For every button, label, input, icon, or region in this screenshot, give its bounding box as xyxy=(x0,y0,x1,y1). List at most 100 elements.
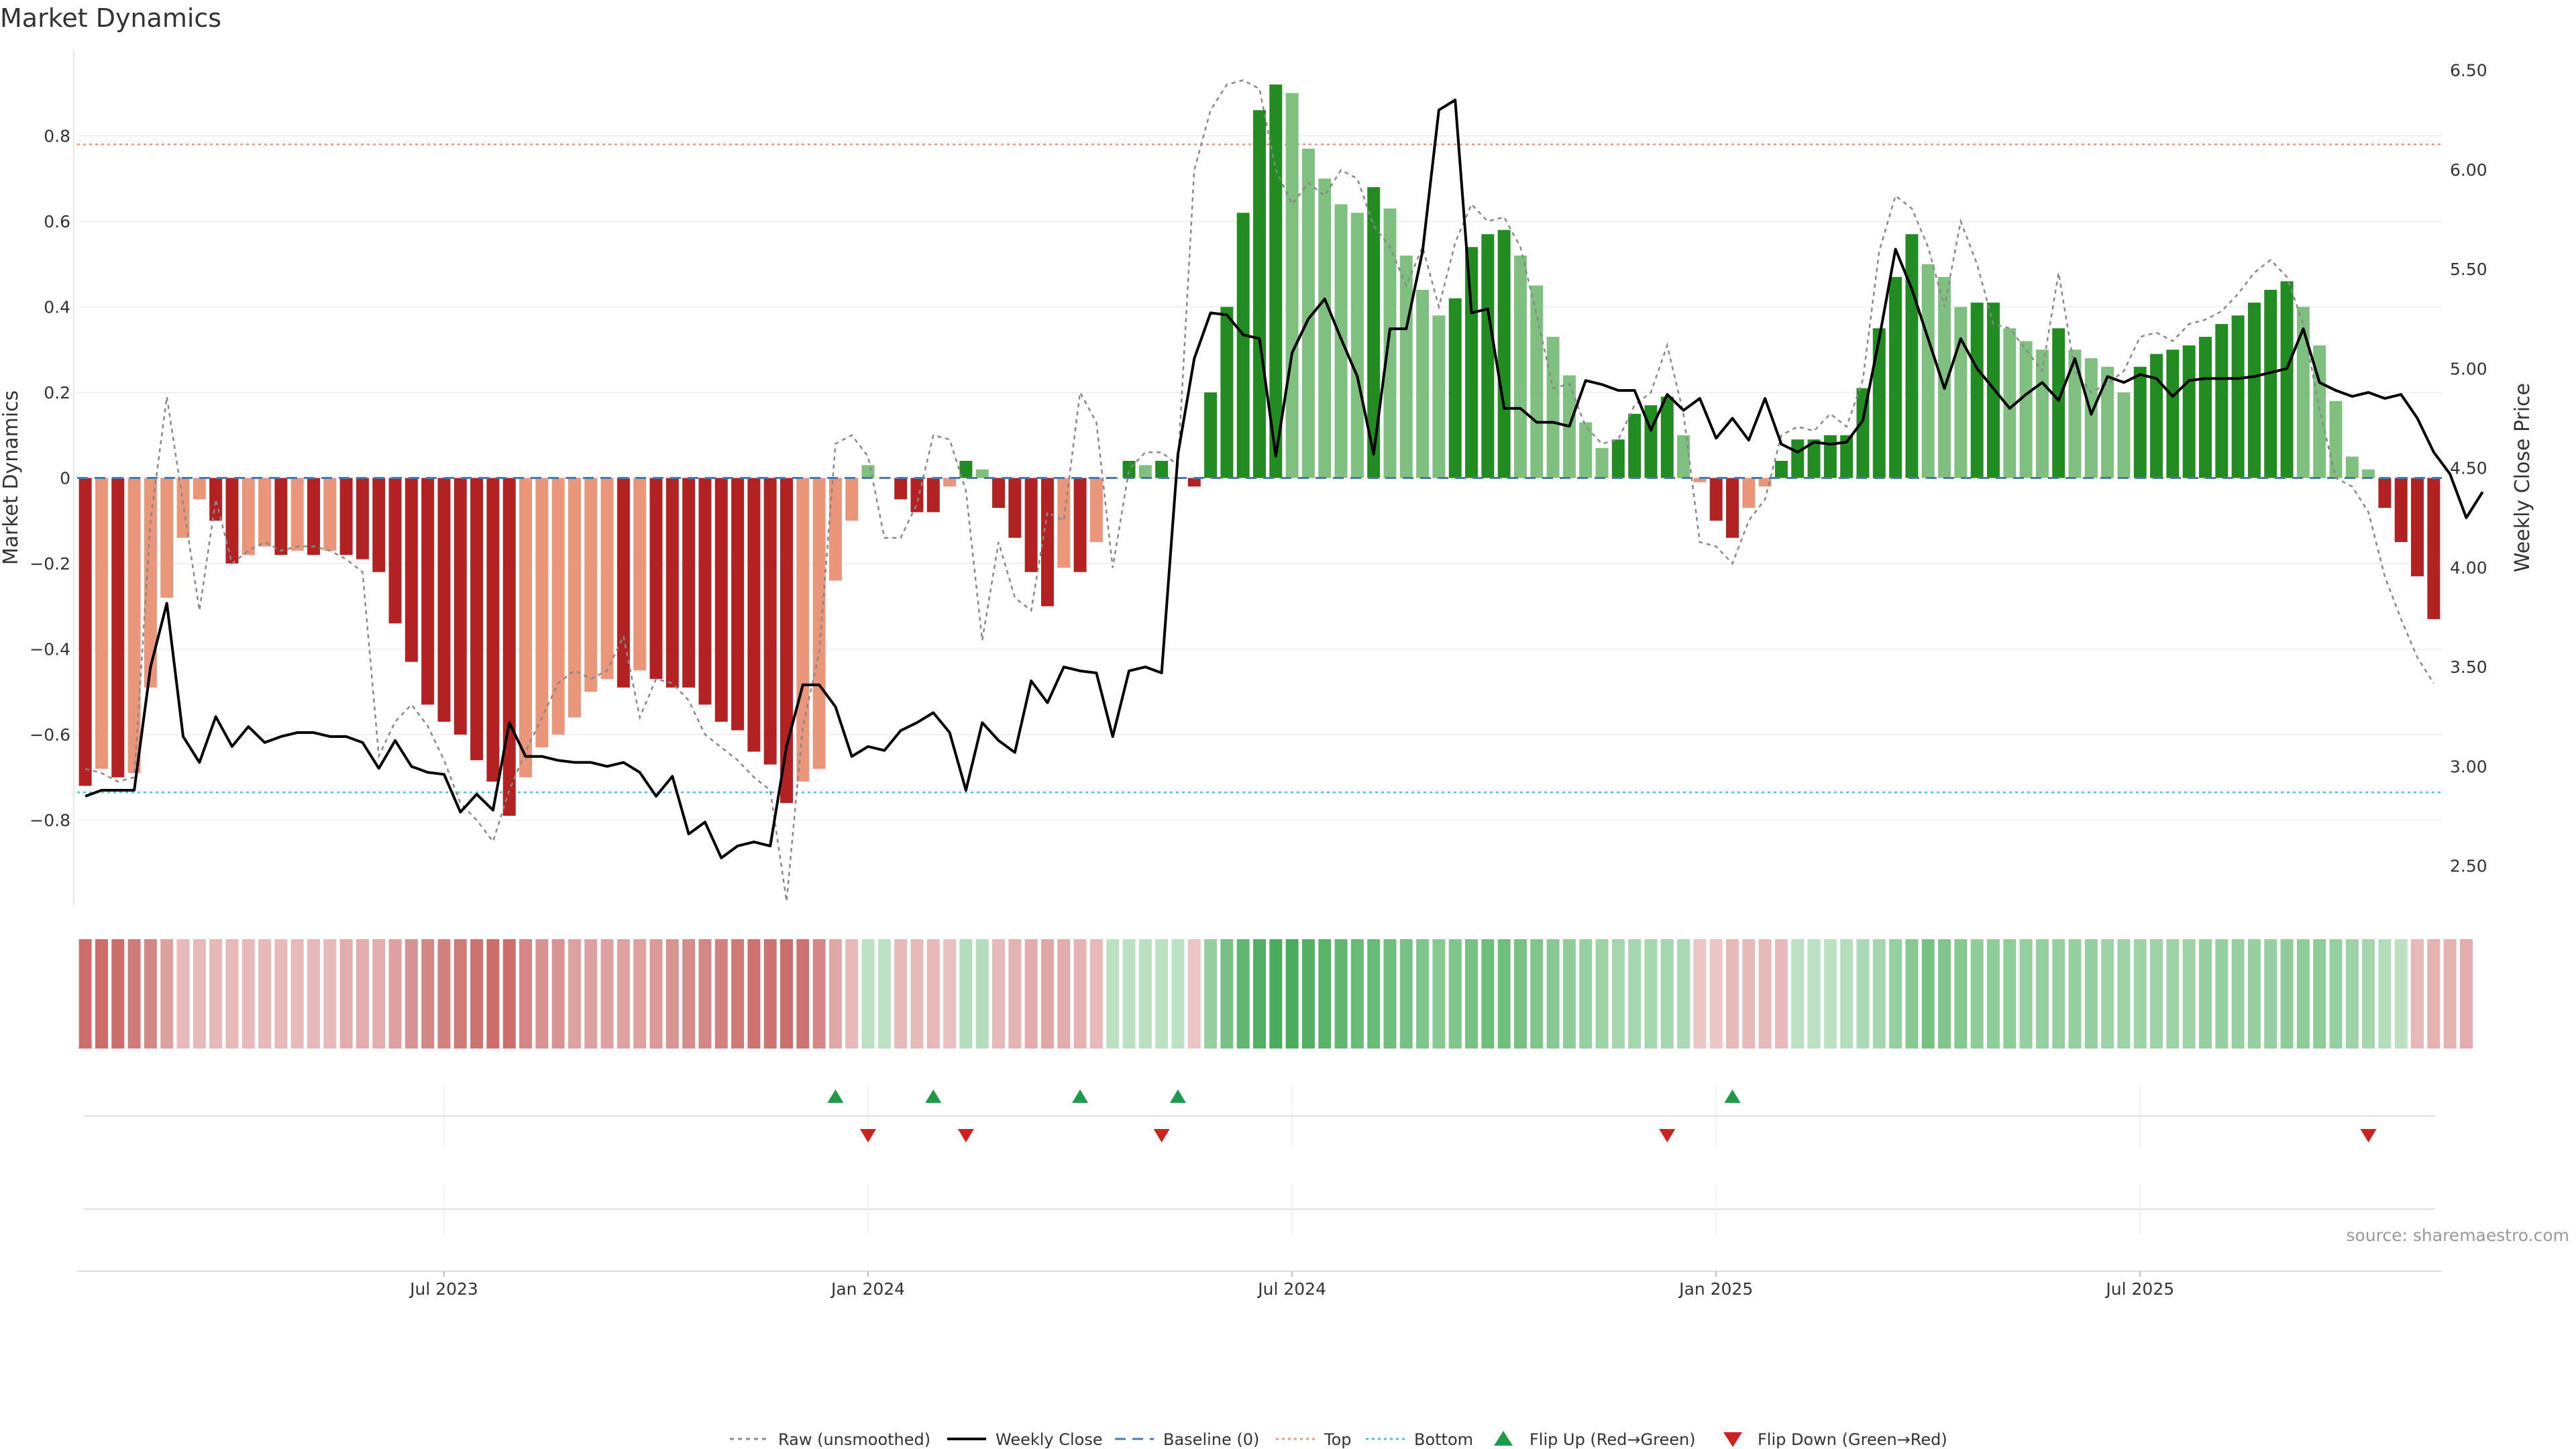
bar xyxy=(1660,396,1674,478)
status-cell xyxy=(714,939,728,1049)
status-cell xyxy=(2280,939,2294,1049)
status-cell xyxy=(1399,939,1413,1049)
bar xyxy=(959,461,973,478)
status-cell xyxy=(1872,939,1886,1049)
bar xyxy=(714,478,728,722)
bar xyxy=(1399,256,1413,478)
status-cell xyxy=(1350,939,1364,1049)
status-cell xyxy=(2215,939,2229,1049)
y-tick-label: 0.8 xyxy=(44,127,70,146)
bar xyxy=(2019,341,2033,478)
status-cell xyxy=(258,939,272,1049)
bar xyxy=(1513,256,1527,478)
status-cell xyxy=(1758,939,1772,1049)
bar xyxy=(2068,350,2082,478)
flip-down-marker xyxy=(1153,1129,1170,1142)
bar xyxy=(2427,478,2440,619)
bar xyxy=(1465,247,1479,478)
bar xyxy=(1546,337,1560,478)
bar xyxy=(2231,315,2245,478)
status-cell xyxy=(1073,939,1087,1049)
status-cell xyxy=(975,939,989,1049)
bar xyxy=(894,478,908,500)
status-cell xyxy=(1089,939,1103,1049)
status-cell xyxy=(1334,939,1348,1049)
status-cell xyxy=(845,939,859,1049)
bar xyxy=(1155,461,1169,478)
legend-item-baseline: Baseline (0) xyxy=(1115,1430,1259,1449)
legend-label-top: Top xyxy=(1324,1430,1352,1449)
status-cell xyxy=(193,939,206,1049)
status-cell xyxy=(1301,939,1315,1049)
bar xyxy=(845,478,859,521)
status-cell xyxy=(323,939,337,1049)
x-tick-label: Jul 2025 xyxy=(2104,1279,2174,1299)
status-cell xyxy=(2019,939,2033,1049)
legend-label-close: Weekly Close xyxy=(996,1430,1103,1449)
bar xyxy=(258,478,272,547)
status-cell xyxy=(1660,939,1674,1049)
x-tick-label: Jul 2023 xyxy=(409,1279,478,1299)
bar xyxy=(2035,350,2049,478)
flip-down-marker xyxy=(2360,1129,2377,1142)
bar xyxy=(1122,461,1136,478)
bar xyxy=(1595,447,1609,478)
bar xyxy=(975,469,989,478)
flip-up-icon xyxy=(1494,1431,1513,1446)
bar xyxy=(2133,366,2147,478)
status-cell xyxy=(2231,939,2245,1049)
flip-down-icon xyxy=(1723,1432,1742,1447)
y-tick-label: 0.4 xyxy=(44,298,70,317)
status-cell xyxy=(2264,939,2277,1049)
status-cell xyxy=(1465,939,1479,1049)
bar xyxy=(2215,324,2229,478)
status-cell xyxy=(1611,939,1625,1049)
status-cell xyxy=(1285,939,1299,1049)
bar xyxy=(1742,478,1756,508)
status-cell xyxy=(1481,939,1495,1049)
bar xyxy=(388,478,402,624)
y-tick-label: 0.6 xyxy=(44,212,70,231)
bar xyxy=(519,478,533,777)
bar xyxy=(1481,234,1495,478)
bar xyxy=(1138,465,1152,478)
bar xyxy=(2313,345,2326,478)
bar xyxy=(828,478,842,581)
flip-up-marker xyxy=(827,1089,844,1103)
status-cell xyxy=(1106,939,1120,1049)
bar xyxy=(1089,478,1103,543)
status-cell xyxy=(616,939,630,1049)
bar xyxy=(1726,478,1739,538)
bar xyxy=(453,478,467,735)
status-cell xyxy=(1889,939,1902,1049)
x-tick-label: Jul 2024 xyxy=(1256,1279,1326,1299)
bar xyxy=(2264,290,2277,478)
bar xyxy=(616,478,630,688)
status-cell xyxy=(1122,939,1136,1049)
status-cell xyxy=(1187,939,1201,1049)
bar xyxy=(1269,85,1283,478)
status-cell xyxy=(1530,939,1544,1049)
y-tick-label: −0.8 xyxy=(30,811,70,830)
bar xyxy=(2150,354,2163,478)
bar xyxy=(78,478,92,786)
status-cell xyxy=(1579,939,1593,1049)
status-cell xyxy=(1024,939,1038,1049)
status-cell xyxy=(1220,939,1234,1049)
bar xyxy=(649,478,663,680)
chart-title: Market Dynamics xyxy=(0,3,221,33)
bar xyxy=(1024,478,1038,572)
status-cell xyxy=(2166,939,2180,1049)
bar xyxy=(290,478,304,551)
status-cell xyxy=(1905,939,1919,1049)
status-cell xyxy=(600,939,614,1049)
status-cell xyxy=(992,939,1006,1049)
status-cell xyxy=(1823,939,1837,1049)
x-tick-label: Jan 2025 xyxy=(1678,1279,1753,1299)
y2-tick-label: 4.50 xyxy=(2450,459,2487,478)
status-cell xyxy=(144,939,157,1049)
flip-down-marker xyxy=(1659,1129,1676,1142)
x-axis: Jul 2023 Jan 2024 Jul 2024 Jan 2025 Jul 2025 xyxy=(77,1271,2442,1299)
status-cell xyxy=(2427,939,2440,1049)
bar xyxy=(551,478,565,735)
